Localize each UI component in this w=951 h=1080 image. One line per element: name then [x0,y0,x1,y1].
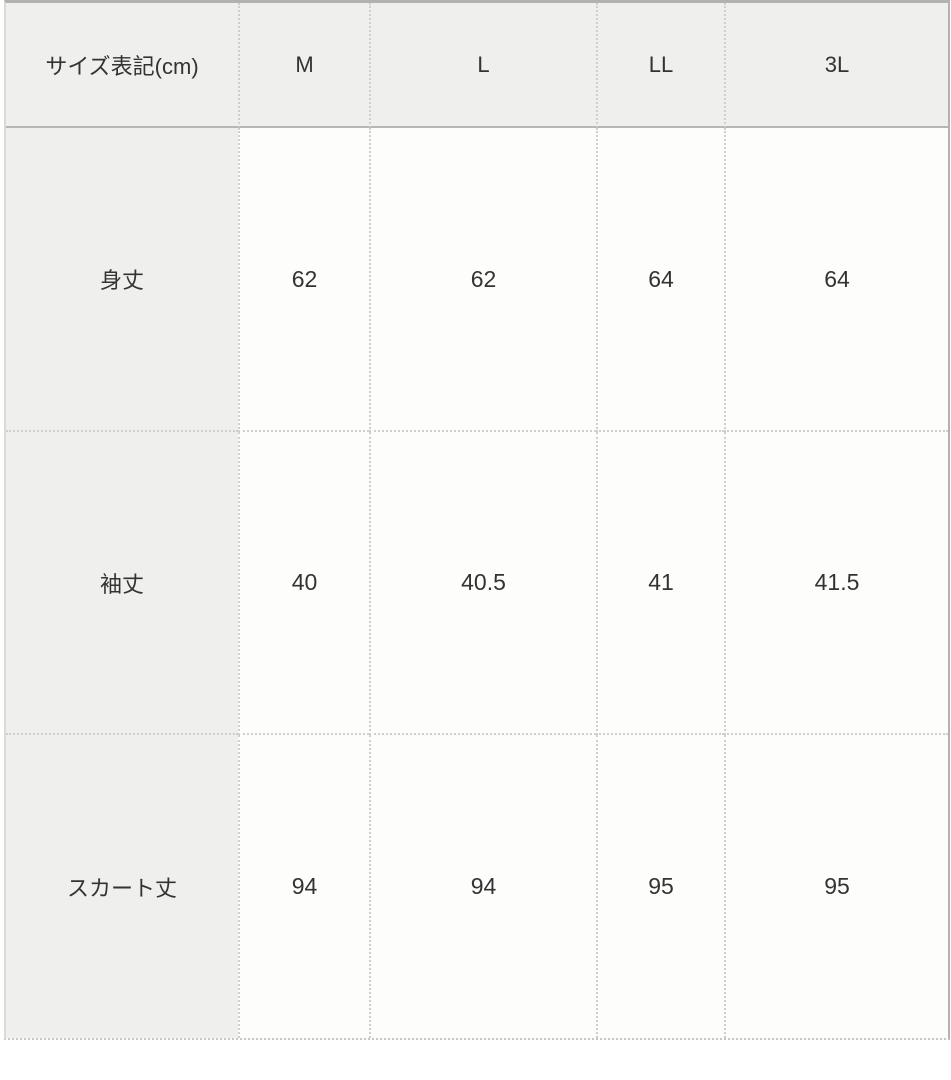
cell-body-length-ll: 64 [596,128,724,432]
header-size-m: M [238,3,369,128]
cell-sleeve-length-ll: 41 [596,432,724,735]
size-chart-table: サイズ表記(cm) M L LL 3L 身丈 62 62 64 64 袖丈 40… [4,0,950,1040]
header-size-3l: 3L [724,3,948,128]
row-label-body-length: 身丈 [6,128,238,432]
header-size-ll: LL [596,3,724,128]
cell-body-length-3l: 64 [724,128,948,432]
row-label-skirt-length: スカート丈 [6,735,238,1038]
cell-sleeve-length-l: 40.5 [369,432,596,735]
cell-sleeve-length-m: 40 [238,432,369,735]
cell-skirt-length-3l: 95 [724,735,948,1038]
cell-skirt-length-m: 94 [238,735,369,1038]
cell-skirt-length-ll: 95 [596,735,724,1038]
header-size-notation-label: サイズ表記(cm) [6,3,238,128]
cell-body-length-l: 62 [369,128,596,432]
cell-sleeve-length-3l: 41.5 [724,432,948,735]
cell-body-length-m: 62 [238,128,369,432]
row-label-sleeve-length: 袖丈 [6,432,238,735]
cell-skirt-length-l: 94 [369,735,596,1038]
header-size-l: L [369,3,596,128]
